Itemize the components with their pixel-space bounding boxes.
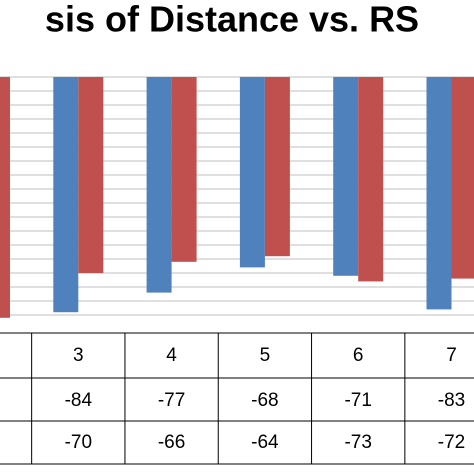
x-tick-label: 4 xyxy=(166,345,177,366)
bar xyxy=(239,77,265,268)
table-value: -64 xyxy=(251,432,279,453)
bar xyxy=(358,77,384,282)
table-value: -66 xyxy=(158,432,185,453)
x-tick-label: 3 xyxy=(73,345,84,366)
table-value: -73 xyxy=(344,432,371,453)
table-value: -77 xyxy=(158,390,185,411)
x-tick-label: 6 xyxy=(353,345,364,366)
bar xyxy=(264,77,290,257)
table-value: -71 xyxy=(344,390,371,411)
chart-title: sis of Distance vs. RS xyxy=(45,0,419,40)
table-value: -72 xyxy=(438,432,465,453)
bar xyxy=(0,77,10,318)
bar xyxy=(171,77,197,262)
table-value: -83 xyxy=(438,390,465,411)
table-value: -68 xyxy=(251,390,278,411)
x-tick-label: 5 xyxy=(260,345,271,366)
bar xyxy=(333,77,359,276)
bar xyxy=(53,77,79,313)
x-tick-label: 7 xyxy=(446,345,457,366)
bar xyxy=(146,77,172,293)
table-value: -70 xyxy=(65,432,92,453)
bar xyxy=(78,77,104,273)
bar xyxy=(451,77,474,279)
table-value: -84 xyxy=(65,390,93,411)
bar xyxy=(426,77,452,310)
